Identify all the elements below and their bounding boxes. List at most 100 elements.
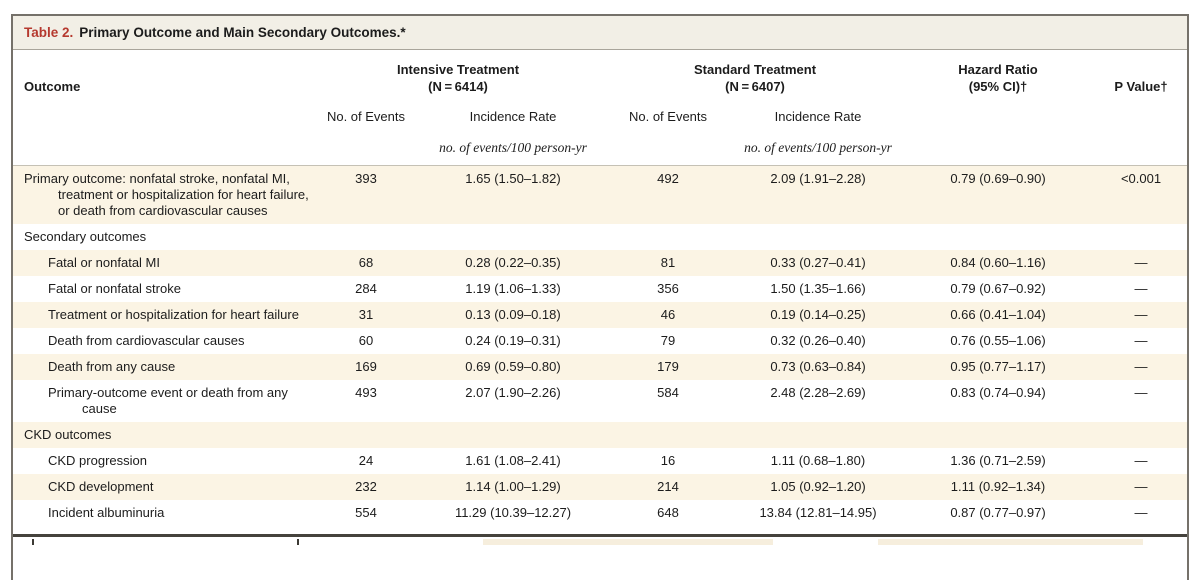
column-group-standard: Standard Treatment (N = 6407) <box>605 50 905 102</box>
table-title-text: Primary Outcome and Main Secondary Outco… <box>79 25 406 40</box>
table-number-label: Table 2. <box>24 25 74 40</box>
cell-rate-intensive: 0.24 (0.19–0.31) <box>465 332 561 348</box>
column-header-hazard-ratio: Hazard Ratio (95% CI)† <box>958 62 1038 94</box>
cell-events-standard: 356 <box>657 280 679 296</box>
outcomes-table: Outcome Intensive Treatment (N = 6414) S… <box>13 50 1187 526</box>
cell-rate-intensive: 1.14 (1.00–1.29) <box>465 478 561 494</box>
cropped-footnote-remnant <box>13 536 1187 545</box>
column-header-outcome: Outcome <box>24 79 81 94</box>
outcome-label: Primary outcome: nonfatal stroke, nonfat… <box>24 170 309 218</box>
table-row-death-cardiovascular: Death from cardiovascular causes 60 0.24… <box>13 328 1187 354</box>
cell-p-value: — <box>1134 332 1148 348</box>
units-label-standard: no. of events/100 person-yr <box>731 132 906 166</box>
cell-rate-standard: 2.48 (2.28–2.69) <box>770 384 866 400</box>
table-header: Outcome Intensive Treatment (N = 6414) S… <box>13 50 1187 166</box>
cell-hazard-ratio: 0.79 (0.67–0.92) <box>950 280 1046 296</box>
outcome-label: Treatment or hospitalization for heart f… <box>48 306 299 322</box>
cell-events-standard: 584 <box>657 384 679 400</box>
cell-events-intensive: 232 <box>355 478 377 494</box>
cell-rate-intensive: 1.65 (1.50–1.82) <box>465 170 561 186</box>
cell-events-standard: 214 <box>657 478 679 494</box>
table-row-ckd-development: CKD development 232 1.14 (1.00–1.29) 214… <box>13 473 1187 500</box>
cropped-shading-mark <box>483 538 773 545</box>
cell-hazard-ratio: 0.79 (0.69–0.90) <box>950 170 1046 186</box>
cell-events-standard: 81 <box>660 254 676 270</box>
cell-p-value: — <box>1134 254 1148 270</box>
group-name: Standard Treatment <box>693 62 817 77</box>
table-row-heart-failure-hosp: Treatment or hospitalization for heart f… <box>13 301 1187 328</box>
cell-hazard-ratio: 0.76 (0.55–1.06) <box>950 332 1046 348</box>
cell-rate-intensive: 0.69 (0.59–0.80) <box>465 358 561 374</box>
cell-events-standard: 179 <box>657 358 679 374</box>
outcome-label: Death from cardiovascular causes <box>48 332 245 348</box>
outcome-label: Death from any cause <box>48 358 176 374</box>
column-header-p-value: P Value† <box>1114 79 1168 94</box>
section-label: Secondary outcomes <box>24 228 147 244</box>
cell-rate-standard: 13.84 (12.81–14.95) <box>759 504 877 520</box>
cell-p-value: — <box>1134 452 1148 468</box>
cell-events-intensive: 554 <box>355 504 377 520</box>
cell-events-intensive: 393 <box>355 170 377 186</box>
cropped-text-mark <box>32 538 34 545</box>
cell-rate-standard: 0.73 (0.63–0.84) <box>770 358 866 374</box>
cell-p-value: — <box>1134 306 1148 322</box>
cell-rate-intensive: 1.61 (1.08–2.41) <box>465 452 561 468</box>
cell-p-value: — <box>1134 504 1148 520</box>
table-row-primary-outcome: Primary outcome: nonfatal stroke, nonfat… <box>13 165 1187 224</box>
cell-events-intensive: 493 <box>355 384 377 400</box>
cell-events-standard: 16 <box>660 452 676 468</box>
cell-rate-intensive: 0.28 (0.22–0.35) <box>465 254 561 270</box>
cell-hazard-ratio: 1.36 (0.71–2.59) <box>950 452 1046 468</box>
cell-hazard-ratio: 0.95 (0.77–1.17) <box>950 358 1046 374</box>
cropped-text-mark <box>297 538 299 545</box>
cell-hazard-ratio: 1.11 (0.92–1.34) <box>950 478 1046 494</box>
cell-events-intensive: 284 <box>355 280 377 296</box>
cell-events-intensive: 24 <box>358 452 374 468</box>
section-label: CKD outcomes <box>24 426 112 442</box>
cell-events-standard: 492 <box>657 170 679 186</box>
cell-p-value: — <box>1134 478 1148 494</box>
cell-events-standard: 46 <box>660 306 676 322</box>
header-sub-row: No. of Events Incidence Rate No. of Even… <box>13 102 1187 132</box>
cell-p-value: — <box>1134 384 1148 400</box>
table-panel: Table 2. Primary Outcome and Main Second… <box>11 14 1189 580</box>
cell-rate-standard: 0.32 (0.26–0.40) <box>770 332 866 348</box>
cell-hazard-ratio: 0.66 (0.41–1.04) <box>950 306 1046 322</box>
table-bottom-rule <box>13 533 1187 537</box>
column-group-intensive: Intensive Treatment (N = 6414) <box>311 50 605 102</box>
cell-rate-standard: 0.19 (0.14–0.25) <box>770 306 866 322</box>
table-row-incident-albuminuria: Incident albuminuria 554 11.29 (10.39–12… <box>13 500 1187 526</box>
table-row-primary-event-or-death: Primary-outcome event or death from any … <box>13 380 1187 422</box>
outcome-label: CKD progression <box>48 452 147 468</box>
table-row-ckd-progression: CKD progression 24 1.61 (1.08–2.41) 16 1… <box>13 448 1187 474</box>
section-row-ckd-outcomes: CKD outcomes <box>13 421 1187 448</box>
cell-events-intensive: 31 <box>358 306 374 322</box>
cell-rate-intensive: 1.19 (1.06–1.33) <box>465 280 561 296</box>
subheader-events-intensive: No. of Events <box>326 109 406 124</box>
cell-rate-intensive: 11.29 (10.39–12.27) <box>454 504 572 520</box>
outcome-label: Primary-outcome event or death from any … <box>48 384 288 416</box>
cropped-shading-mark <box>878 538 1143 545</box>
group-n: (N = 6414) <box>428 79 488 94</box>
table-row-fatal-nonfatal-stroke: Fatal or nonfatal stroke 284 1.19 (1.06–… <box>13 276 1187 302</box>
cell-rate-standard: 1.05 (0.92–1.20) <box>770 478 866 494</box>
table-row-death-any-cause: Death from any cause 169 0.69 (0.59–0.80… <box>13 353 1187 380</box>
group-n: (N = 6407) <box>725 79 785 94</box>
table-title-bar: Table 2. Primary Outcome and Main Second… <box>13 16 1187 50</box>
cell-p-value: — <box>1134 280 1148 296</box>
group-name: Intensive Treatment <box>396 62 520 77</box>
cell-events-intensive: 60 <box>358 332 374 348</box>
table-body: Primary outcome: nonfatal stroke, nonfat… <box>13 165 1187 526</box>
header-units-row: no. of events/100 person-yr no. of event… <box>13 132 1187 166</box>
cell-rate-intensive: 0.13 (0.09–0.18) <box>465 306 561 322</box>
subheader-rate-intensive: Incidence Rate <box>469 109 557 124</box>
outcome-label: Fatal or nonfatal stroke <box>48 280 181 296</box>
cell-events-intensive: 68 <box>358 254 374 270</box>
outcome-label: Incident albuminuria <box>48 504 165 520</box>
subheader-rate-standard: Incidence Rate <box>774 109 862 124</box>
cell-hazard-ratio: 0.87 (0.77–0.97) <box>950 504 1046 520</box>
cell-p-value: <0.001 <box>1120 170 1162 186</box>
cell-rate-standard: 1.50 (1.35–1.66) <box>770 280 866 296</box>
cell-hazard-ratio: 0.84 (0.60–1.16) <box>950 254 1046 270</box>
units-label-intensive: no. of events/100 person-yr <box>421 132 606 166</box>
